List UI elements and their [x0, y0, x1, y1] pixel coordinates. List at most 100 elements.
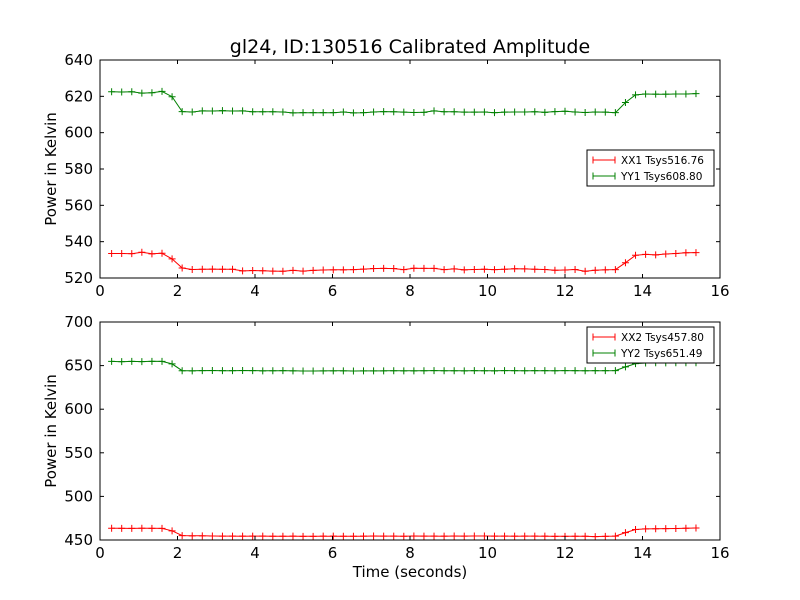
data-point-marker	[299, 532, 307, 540]
data-point-marker	[521, 532, 529, 540]
data-point-marker	[370, 108, 378, 116]
data-point-marker	[440, 108, 448, 116]
data-point-marker	[289, 532, 297, 540]
data-point-marker	[480, 532, 488, 540]
data-point-marker	[420, 532, 428, 540]
data-point-marker	[470, 265, 478, 273]
data-point-marker	[521, 108, 529, 116]
data-point-marker	[450, 532, 458, 540]
data-point-marker	[370, 367, 378, 375]
data-point-marker	[218, 107, 226, 115]
y-tick-label: 540	[64, 233, 93, 251]
data-point-marker	[148, 89, 156, 97]
data-point-marker	[440, 532, 448, 540]
data-point-marker	[178, 367, 186, 375]
data-point-marker	[400, 108, 408, 116]
data-point-marker	[531, 532, 539, 540]
data-point-marker	[249, 267, 257, 275]
data-point-marker	[531, 367, 539, 375]
data-point-marker	[662, 250, 670, 258]
data-point-marker	[611, 266, 619, 274]
legend-label: YY2 Tsys651.49	[620, 348, 702, 360]
y-tick-label: 640	[64, 51, 93, 69]
data-point-marker	[581, 267, 589, 275]
legend-marker	[592, 172, 616, 180]
data-point-marker	[249, 108, 257, 116]
data-point-marker	[188, 367, 196, 375]
data-point-marker	[138, 358, 146, 366]
data-point-marker	[632, 91, 640, 99]
data-point-marker	[591, 108, 599, 116]
data-point-marker	[460, 266, 468, 274]
data-point-marker	[601, 108, 609, 116]
data-point-marker	[128, 357, 136, 365]
data-point-marker	[269, 367, 277, 375]
data-point-marker	[611, 532, 619, 540]
data-point-marker	[289, 266, 297, 274]
data-point-marker	[229, 532, 237, 540]
data-point-marker	[339, 367, 347, 375]
x-tick-label: 6	[328, 544, 338, 562]
data-point-marker	[581, 367, 589, 375]
data-point-marker	[259, 367, 267, 375]
data-point-marker	[410, 264, 418, 272]
series-1-2	[108, 87, 700, 117]
data-point-marker	[349, 367, 357, 375]
data-point-marker	[208, 265, 216, 273]
data-point-marker	[490, 367, 498, 375]
data-point-marker	[430, 367, 438, 375]
data-point-marker	[118, 524, 126, 532]
legend-box	[586, 149, 715, 187]
data-point-marker	[480, 265, 488, 273]
data-point-marker	[158, 249, 166, 257]
data-point-marker	[652, 525, 660, 533]
data-point-marker	[632, 526, 640, 534]
data-point-marker	[561, 266, 569, 274]
data-point-marker	[551, 367, 559, 375]
data-point-marker	[239, 532, 247, 540]
data-point-marker	[380, 264, 388, 272]
data-point-marker	[571, 265, 579, 273]
data-point-marker	[128, 88, 136, 96]
data-point-marker	[450, 265, 458, 273]
data-point-marker	[662, 90, 670, 98]
legend: XX2 Tsys457.80 YY2 Tsys651.49	[586, 326, 715, 364]
data-point-marker	[621, 363, 629, 371]
y-tick-label: 500	[64, 487, 93, 505]
x-tick-label: 10	[478, 282, 497, 300]
data-point-marker	[541, 532, 549, 540]
data-point-marker	[642, 250, 650, 258]
data-point-marker	[370, 265, 378, 273]
x-tick-label: 0	[95, 544, 105, 562]
data-point-marker	[470, 367, 478, 375]
data-point-marker	[430, 264, 438, 272]
data-point-marker	[128, 250, 136, 258]
data-point-marker	[591, 367, 599, 375]
y-tick-label: 580	[64, 160, 93, 178]
data-point-marker	[329, 367, 337, 375]
data-point-marker	[410, 109, 418, 117]
data-point-marker	[450, 108, 458, 116]
data-point-marker	[551, 532, 559, 540]
y-axis-label: Power in Kelvin	[42, 112, 60, 226]
data-point-marker	[430, 107, 438, 115]
x-tick-label: 10	[478, 544, 497, 562]
data-point-marker	[672, 90, 680, 98]
data-point-marker	[410, 532, 418, 540]
data-point-marker	[138, 248, 146, 256]
data-point-marker	[511, 265, 519, 273]
y-tick-label: 700	[64, 313, 93, 331]
data-point-marker	[289, 367, 297, 375]
data-point-marker	[490, 109, 498, 117]
y-tick-label: 600	[64, 400, 93, 418]
data-point-marker	[561, 367, 569, 375]
data-point-marker	[360, 109, 367, 117]
x-tick-label: 6	[328, 282, 338, 300]
data-point-marker	[521, 265, 529, 273]
data-point-marker	[511, 532, 519, 540]
data-point-marker	[501, 367, 509, 375]
data-point-marker	[501, 108, 509, 116]
data-point-marker	[390, 265, 398, 273]
y-tick-label: 450	[64, 531, 93, 549]
data-point-marker	[601, 532, 609, 540]
